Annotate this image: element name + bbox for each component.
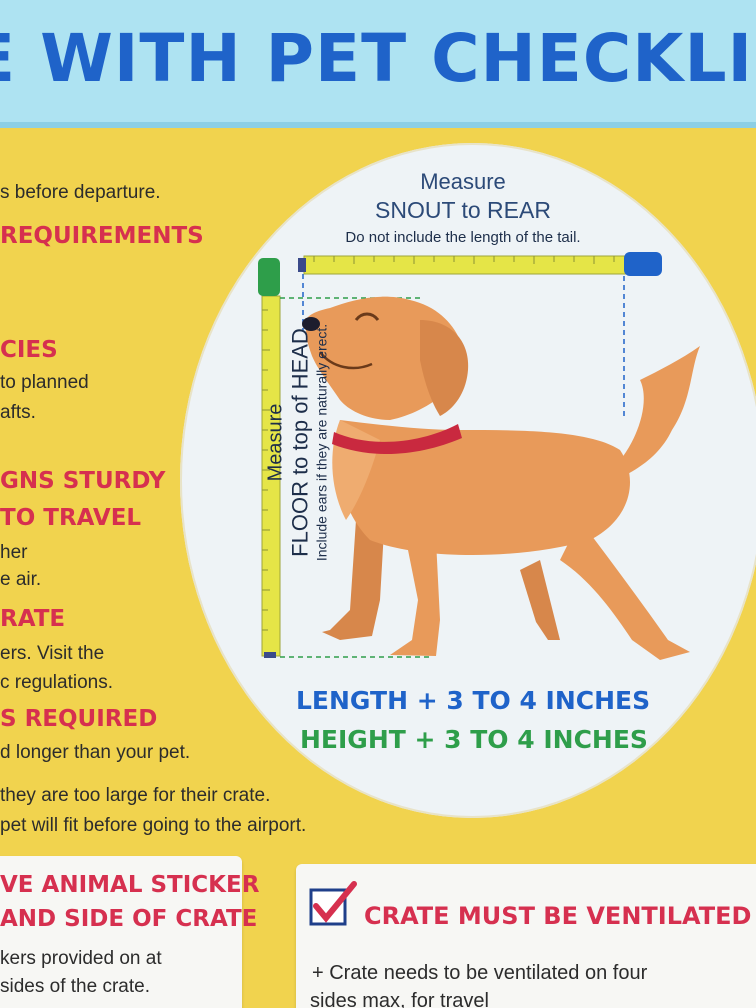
sticker-card <box>0 856 242 1008</box>
left-text-line: ers. Visit the <box>0 643 105 664</box>
measure-height-heading: Measure <box>264 403 287 482</box>
checkbox-check-icon <box>309 881 357 926</box>
section-heading: GNS STURDY <box>0 468 166 494</box>
left-text-line: s before departure. <box>0 182 161 203</box>
section-heading: RATE <box>0 606 66 632</box>
horizontal-tape-measure-icon <box>298 252 662 276</box>
card-text-line: sides of the crate. <box>0 976 150 997</box>
measure-length-note: Do not include the length of the tail. <box>345 229 581 246</box>
left-text-line: d longer than your pet. <box>0 742 191 763</box>
card-text-line: kers provided on at <box>0 948 162 969</box>
section-heading: CIES <box>0 337 58 363</box>
banner-title: E WITH PET CHECKLIST: <box>0 20 756 97</box>
dog-icon <box>302 296 700 660</box>
left-text-line: c regulations. <box>0 672 114 693</box>
measure-height-note: Include ears if they are naturally erect… <box>313 323 330 562</box>
title-banner: E WITH PET CHECKLIST: <box>0 0 756 128</box>
card-text-line: sides max, for travel <box>310 990 489 1008</box>
left-text-line: pet will fit before going to the airport… <box>0 815 307 836</box>
left-text-line: to planned <box>0 372 89 393</box>
section-heading: TO TRAVEL <box>0 505 142 531</box>
ventilation-card <box>296 864 756 1008</box>
card-heading: AND SIDE OF CRATE <box>0 906 258 932</box>
height-measure-label: Measure FLOOR to top of HEAD Include ear… <box>162 290 422 660</box>
vertical-tape-measure-icon <box>258 258 281 658</box>
measure-height-subheading: FLOOR to top of HEAD <box>287 328 313 557</box>
height-formula: HEIGHT + 3 TO 4 INCHES <box>300 725 648 754</box>
left-text-line: they are too large for their crate. <box>0 785 271 806</box>
card-text-line: + Crate needs to be ventilated on four <box>312 962 648 984</box>
left-text-line: afts. <box>0 402 36 423</box>
length-formula: LENGTH + 3 TO 4 INCHES <box>296 686 651 715</box>
left-text-line: e air. <box>0 569 42 590</box>
section-heading: S REQUIRED <box>0 706 158 732</box>
measure-length-heading: Measure <box>420 169 506 194</box>
section-heading: REQUIREMENTS <box>0 223 204 249</box>
card-heading: VE ANIMAL STICKER <box>0 872 260 898</box>
measure-length-subheading: SNOUT to REAR <box>375 197 551 223</box>
card-heading: CRATE MUST BE VENTILATED <box>364 902 752 930</box>
left-text-line: her <box>0 542 28 563</box>
